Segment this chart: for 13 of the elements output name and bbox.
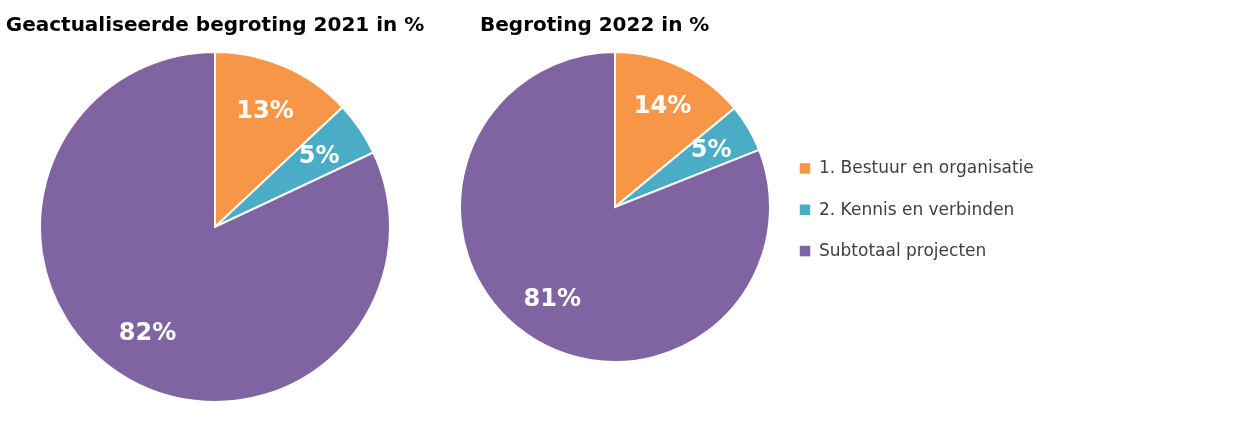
chart-title: Begroting 2022 in % (480, 12, 710, 36)
data-label: 13% (236, 96, 294, 125)
data-label: 82% (118, 318, 177, 347)
data-label: 5% (298, 141, 340, 170)
data-label: 81% (523, 284, 581, 313)
legend-label: 2. Kennis en verbinden (819, 198, 1015, 219)
legend-label: 1. Bestuur en organisatie (819, 157, 1034, 178)
chart-title: Geactualiseerde begroting 2021 in % (5, 12, 425, 36)
pie-slice (39, 51, 391, 403)
data-label: 14% (633, 91, 692, 120)
legend-label: Subtotaal projecten (819, 240, 987, 261)
pie-slice (459, 51, 771, 363)
data-label: 5% (690, 135, 732, 164)
